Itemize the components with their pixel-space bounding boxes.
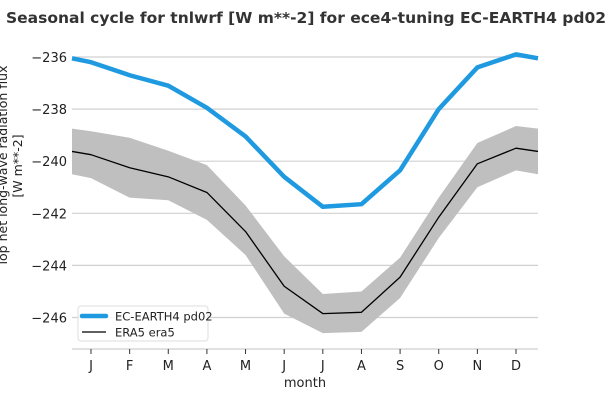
x-tick-label: M bbox=[240, 359, 251, 374]
legend-box bbox=[77, 305, 209, 342]
era5-line bbox=[71, 147, 539, 315]
x-tick-label: O bbox=[434, 359, 444, 374]
x-tick-label: N bbox=[472, 359, 482, 374]
x-axis-label: month bbox=[284, 376, 326, 391]
era5-range-band bbox=[72, 126, 538, 334]
y-tick-label: −238 bbox=[31, 103, 67, 118]
x-tick-label: F bbox=[126, 359, 133, 374]
x-tick-label: A bbox=[202, 359, 211, 374]
legend-label: ERA5 era5 bbox=[115, 326, 175, 340]
x-tick-label: D bbox=[511, 359, 521, 374]
y-axis-label-line1: Top net long-wave radiation flux bbox=[0, 66, 10, 268]
bands bbox=[72, 126, 538, 334]
lines bbox=[71, 52, 539, 315]
x-tick-label: J bbox=[320, 359, 325, 374]
y-axis-label-line2: [W m**-2] bbox=[10, 134, 25, 197]
x-tick-label: A bbox=[357, 359, 366, 374]
y-tick-label: −246 bbox=[31, 312, 67, 327]
y-tick-label: −244 bbox=[31, 259, 67, 274]
x-tick-label: M bbox=[163, 359, 174, 374]
ec-earth4-line bbox=[71, 52, 539, 210]
y-axis-label-group: Top net long-wave radiation flux[W m**-2… bbox=[0, 66, 25, 268]
x-tick-label: J bbox=[281, 359, 286, 374]
x-tick-label: S bbox=[396, 359, 404, 374]
chart-title: Seasonal cycle for tnlwrf [W m**-2] for … bbox=[6, 9, 606, 27]
legend: EC-EARTH4 pd02 ERA5 era5 bbox=[77, 305, 213, 342]
legend-label: EC-EARTH4 pd02 bbox=[115, 310, 213, 324]
axes: −236 −238 −240 −242 −244 −246 J F M A M J J A S O N D bbox=[31, 51, 538, 374]
y-tick-label: −240 bbox=[31, 155, 67, 170]
y-tick-label: −242 bbox=[31, 207, 67, 222]
y-tick-label: −236 bbox=[31, 51, 67, 66]
y-axis-label: Top net long-wave radiation flux[W m**-2… bbox=[0, 66, 25, 268]
x-tick-label: J bbox=[88, 359, 93, 374]
